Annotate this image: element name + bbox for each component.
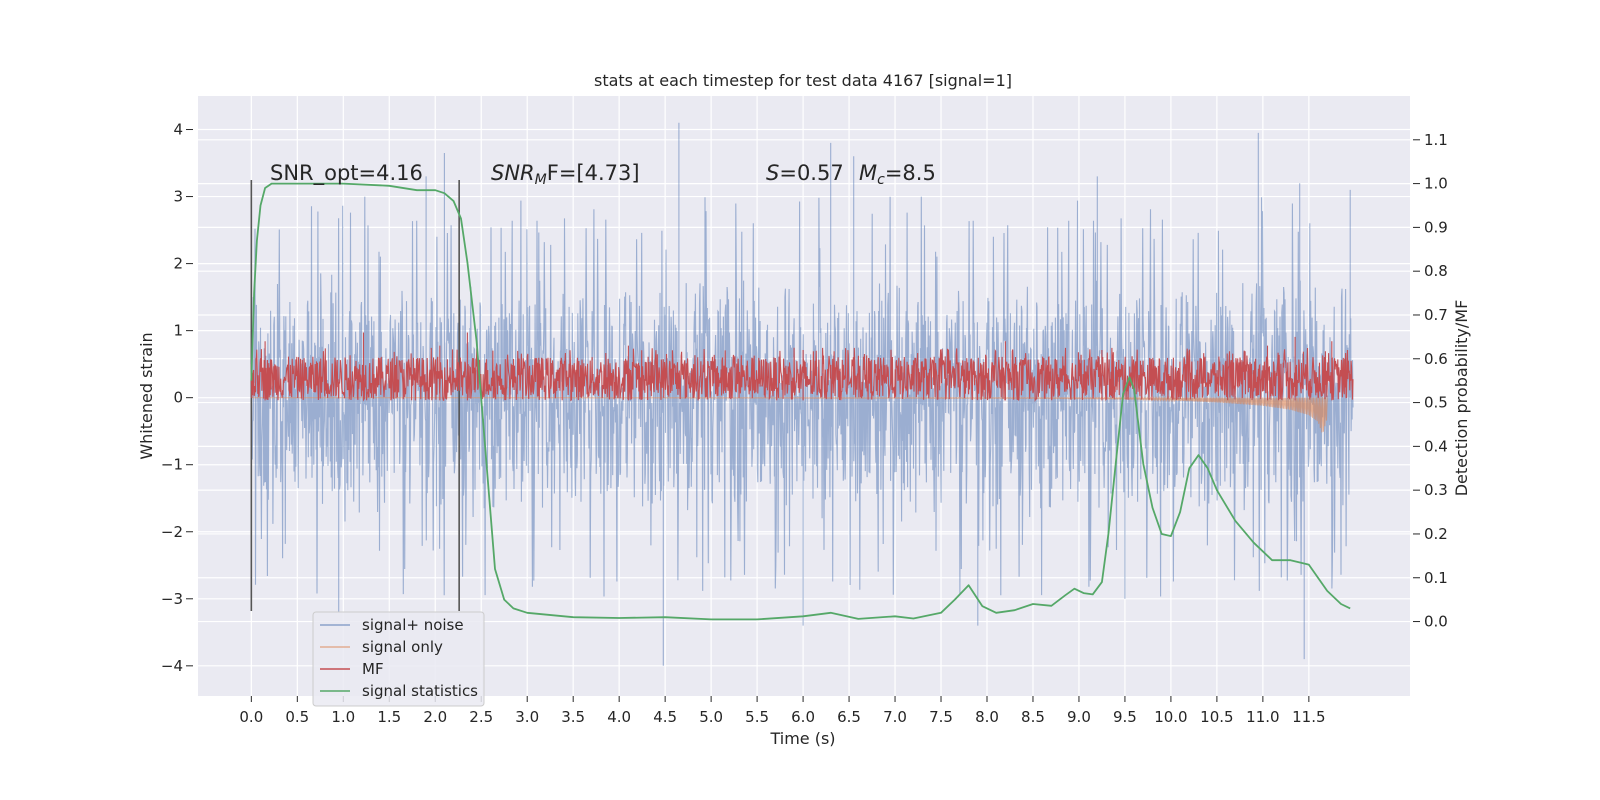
x-tick-label: 4.5 [653, 708, 677, 726]
x-tick-label: 1.0 [331, 708, 355, 726]
annotation-mc-value: =8.5 [885, 161, 936, 185]
legend-label-mf: MF [362, 660, 384, 678]
x-tick-label: 0.0 [239, 708, 263, 726]
x-tick-label: 5.0 [699, 708, 723, 726]
y2-tick-label: 0.7 [1424, 306, 1448, 324]
x-axis-label: Time (s) [769, 729, 835, 748]
x-tick-label: 3.5 [561, 708, 585, 726]
x-tick-label: 2.0 [423, 708, 447, 726]
x-tick-label: 10.5 [1200, 708, 1233, 726]
x-tick-label: 6.0 [791, 708, 815, 726]
y2-tick-label: 0.0 [1424, 613, 1448, 631]
chart-title: stats at each timestep for test data 416… [594, 71, 1012, 90]
x-tick-label: 7.5 [929, 708, 953, 726]
y-tick-label: −1 [161, 456, 183, 474]
x-tick-label: 2.5 [469, 708, 493, 726]
y-tick-label: −2 [161, 523, 183, 541]
y2-tick-label: 0.8 [1424, 262, 1448, 280]
x-tick-label: 6.5 [837, 708, 861, 726]
legend-box [312, 611, 485, 707]
y2-tick-label: 0.9 [1424, 218, 1448, 236]
series-mf-line [250, 332, 1354, 403]
y2-tick-label: 0.5 [1424, 394, 1448, 412]
data-layer [250, 122, 1354, 666]
y2-tick-label: 0.2 [1424, 525, 1448, 543]
annotation-s: S=0.57 [766, 161, 844, 185]
annotation-snr-opt: SNR_opt=4.16 [270, 161, 423, 186]
x-tick-label: 11.5 [1292, 708, 1325, 726]
x-tick-label: 1.5 [377, 708, 401, 726]
y2-tick-label: 0.1 [1424, 569, 1448, 587]
x-tick-label: 11.0 [1246, 708, 1279, 726]
annotation-snr-mf-rest: F=[4.73] [547, 161, 640, 185]
x-tick-label: 9.0 [1067, 708, 1091, 726]
y-tick-label: 2 [173, 255, 183, 273]
y-axis-ticks: 4 3 2 1 0 −1 −2 −3 −4 [161, 121, 193, 675]
legend-label-signal-only: signal only [362, 638, 443, 656]
y2-axis-ticks: 1.1 1.0 0.9 0.8 0.7 0.6 0.5 0.4 0.3 0.2 0.1 0.0 [1413, 131, 1448, 631]
legend: signal+ noise signal only MF signal stat… [312, 611, 485, 707]
annotation-snr-mf: SNRMF=[4.73] [491, 161, 640, 188]
y-tick-label: −4 [161, 657, 183, 675]
legend-label-signal-noise: signal+ noise [362, 616, 464, 634]
x-tick-label: 4.0 [607, 708, 631, 726]
annotation-mc: Mc=8.5 [859, 161, 936, 188]
annotation-s-name: S [766, 161, 779, 185]
x-tick-label: 8.0 [975, 708, 999, 726]
legend-label-signal-statistics: signal statistics [362, 682, 478, 700]
y-axis-label: Whitened strain [137, 332, 156, 459]
series-signal-only-line [251, 395, 1328, 433]
x-tick-label: 7.0 [883, 708, 907, 726]
x-tick-label: 0.5 [285, 708, 309, 726]
annotation-snr-mf-name: SNR [491, 161, 535, 185]
y-tick-label: 4 [173, 121, 183, 139]
x-tick-label: 10.0 [1154, 708, 1187, 726]
y2-tick-label: 1.1 [1424, 131, 1448, 149]
y-tick-label: 3 [173, 188, 183, 206]
series-signal-statistics-line [250, 182, 1351, 621]
x-tick-label: 9.5 [1113, 708, 1137, 726]
annotation-snr-mf-sub: M [535, 172, 547, 188]
y-tick-label: 1 [173, 322, 183, 340]
x-tick-label: 8.5 [1021, 708, 1045, 726]
y2-tick-label: 0.6 [1424, 350, 1448, 368]
y2-axis-label: Detection probability/MF [1452, 300, 1471, 497]
y-tick-label: −3 [161, 590, 183, 608]
x-tick-label: 5.5 [745, 708, 769, 726]
x-axis-ticks: 0.0 0.5 1.0 1.5 2.0 2.5 3.0 3.5 4.0 4.5 5.0 5.5 6.0 6… [239, 696, 1326, 726]
y-tick-label: 0 [173, 389, 183, 407]
annotation-s-value: =0.57 [779, 161, 843, 185]
x-tick-label: 3.0 [515, 708, 539, 726]
y2-tick-label: 0.3 [1424, 481, 1448, 499]
annotation-mc-name: M [859, 161, 877, 185]
annotation-mc-sub: c [877, 172, 885, 188]
y2-tick-label: 1.0 [1424, 175, 1448, 193]
y2-tick-label: 0.4 [1424, 437, 1448, 455]
